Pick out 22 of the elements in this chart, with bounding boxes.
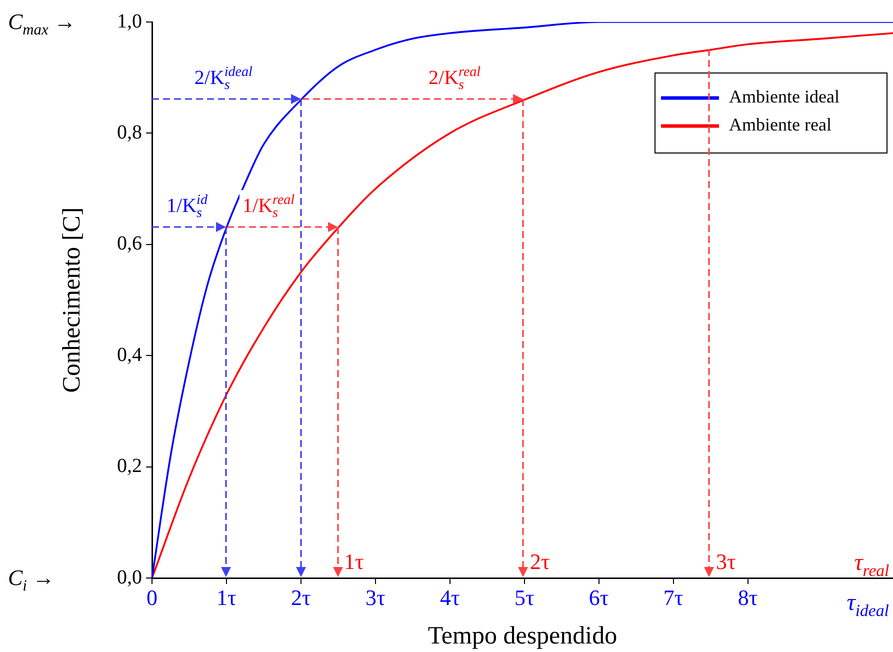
x-tick-label: 3τ (365, 584, 386, 610)
y-tick-label: 0,4 (117, 344, 142, 366)
x-tick-label: 1τ (216, 584, 237, 610)
x-axis-title: Tempo despendido (428, 622, 618, 650)
x-tick-label: 4τ (440, 584, 460, 610)
x-tick-label: 0 (146, 584, 158, 610)
annotation: 1τ (344, 549, 364, 574)
y-tick-label: 0,8 (117, 121, 142, 144)
x-tick-label: 8τ (738, 584, 758, 610)
y-tick-label: 0,0 (117, 566, 142, 588)
y-axis-title: Conhecimento [C] (58, 207, 86, 393)
y-tick-label: 1,0 (117, 10, 142, 32)
annotation: 2τ (530, 549, 550, 574)
annotation: 3τ (716, 549, 736, 574)
x-tick-label: 6τ (588, 584, 609, 610)
x-tick-label: 2τ (291, 584, 312, 610)
legend-label: Ambiente ideal (729, 86, 840, 107)
y-tick-label: 0,2 (117, 455, 142, 478)
x-tick-label: 7τ (663, 584, 684, 610)
y-tick-label: 0,6 (117, 232, 142, 255)
legend-label: Ambiente real (729, 114, 832, 135)
x-tick-label: 5τ (514, 584, 534, 610)
